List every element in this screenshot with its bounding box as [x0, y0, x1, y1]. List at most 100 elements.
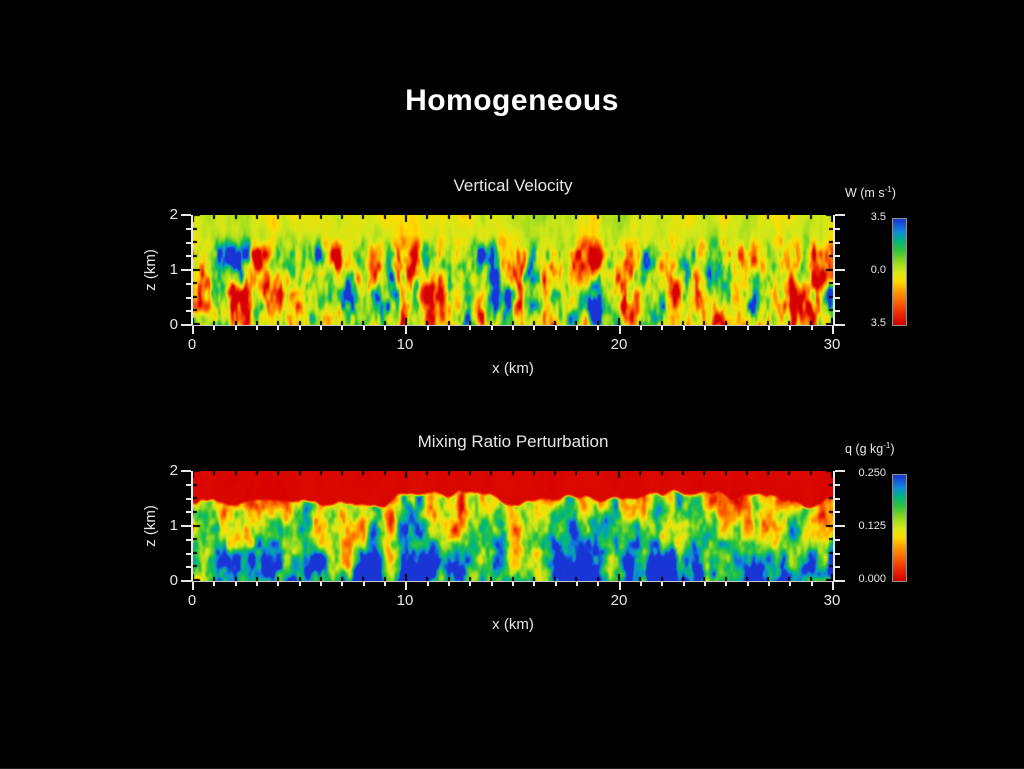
colorbar-tick-label: 3.5 [870, 317, 886, 329]
axis-tick [725, 582, 728, 586]
axis-tick [277, 582, 280, 586]
axis-tick [835, 310, 840, 313]
axis-tick [181, 525, 191, 527]
axis-tick [835, 324, 845, 326]
axis-tick [533, 582, 536, 586]
axis-tick [186, 538, 191, 541]
y-tick-label: 0 [169, 316, 178, 333]
x-tick-label: 10 [396, 592, 414, 609]
axis-tick [725, 326, 728, 330]
axis-tick [384, 326, 386, 330]
axis-tick [234, 326, 237, 330]
y-axis-line-right [833, 215, 835, 326]
axis-tick [384, 582, 386, 586]
axis-tick [320, 326, 322, 330]
y-tick-label: 2 [169, 462, 178, 479]
axis-tick [341, 326, 344, 330]
axis-tick [810, 326, 813, 330]
axis-tick [469, 582, 472, 586]
mixing-ratio-panel: Mixing Ratio Perturbation 2 1 0 z (km) 0… [0, 432, 1024, 652]
axis-tick [554, 326, 557, 330]
axis-tick [746, 582, 749, 586]
axis-tick [186, 310, 191, 313]
axis-tick [835, 255, 840, 258]
axis-tick [618, 326, 621, 334]
axis-tick [186, 255, 191, 258]
axis-tick [576, 582, 578, 586]
axis-tick [835, 296, 840, 299]
axis-tick [181, 214, 191, 216]
axis-tick [832, 582, 834, 590]
y-tick-label: 2 [169, 206, 178, 223]
axis-tick [512, 326, 514, 330]
axis-tick [835, 511, 840, 514]
axis-tick [810, 582, 813, 586]
axis-tick [533, 326, 536, 330]
axis-tick [835, 269, 845, 271]
colorbar [892, 218, 907, 326]
axis-tick [704, 326, 706, 330]
axis-tick [835, 227, 840, 230]
slide-title: Homogeneous [405, 84, 619, 117]
axis-tick [640, 582, 642, 586]
y-axis-label: z (km) [142, 505, 159, 547]
heatmap-canvas [193, 215, 833, 325]
colorbar-tick-label: 3.5 [870, 211, 886, 223]
colorbar [892, 474, 907, 582]
axis-tick [426, 582, 429, 586]
axis-tick [448, 582, 450, 586]
x-tick-label: 30 [823, 336, 841, 353]
chart-title: Vertical Velocity [453, 176, 573, 195]
axis-tick [405, 326, 408, 334]
x-tick-label: 20 [610, 592, 628, 609]
axis-tick [835, 566, 840, 569]
colorbar-tick-label: 0.0 [870, 264, 886, 276]
axis-tick [256, 326, 258, 330]
x-tick-label: 30 [823, 592, 841, 609]
axis-tick [192, 582, 194, 590]
axis-tick [832, 326, 834, 334]
x-tick-label: 0 [187, 592, 197, 609]
y-axis-line [191, 471, 193, 582]
axis-tick [704, 582, 706, 586]
axis-tick [298, 582, 301, 586]
axis-tick [835, 538, 840, 541]
axis-tick [554, 582, 557, 586]
axis-tick [186, 497, 191, 500]
colorbar-title: W (m s-1) [845, 185, 896, 201]
axis-tick [768, 582, 770, 586]
axis-tick [277, 326, 280, 330]
axis-tick [405, 582, 408, 590]
axis-tick [426, 326, 429, 330]
axis-tick [186, 566, 191, 569]
axis-tick [256, 582, 258, 586]
axis-tick [186, 483, 191, 486]
axis-tick [186, 552, 191, 555]
axis-tick [768, 326, 770, 330]
axis-tick [186, 227, 191, 230]
axis-tick [746, 326, 749, 330]
axis-tick [835, 282, 840, 285]
x-tick-label: 20 [610, 336, 628, 353]
axis-tick [362, 582, 365, 586]
chart-title: Mixing Ratio Perturbation [417, 432, 609, 451]
axis-tick [661, 582, 664, 586]
axis-tick [835, 483, 840, 486]
x-axis-label: x (km) [492, 360, 534, 377]
axis-tick [186, 296, 191, 299]
axis-tick [186, 511, 191, 514]
axis-tick [298, 326, 301, 330]
axis-tick [576, 326, 578, 330]
axis-tick [181, 470, 191, 472]
y-axis-line-right [833, 471, 835, 582]
axis-tick [448, 326, 450, 330]
axis-tick [835, 470, 845, 472]
axis-tick [789, 326, 792, 330]
axis-tick [490, 326, 493, 330]
axis-tick [835, 525, 845, 527]
axis-tick [181, 324, 191, 326]
y-tick-label: 1 [169, 261, 178, 278]
axis-tick [597, 326, 600, 330]
heatmap-canvas [193, 471, 833, 581]
